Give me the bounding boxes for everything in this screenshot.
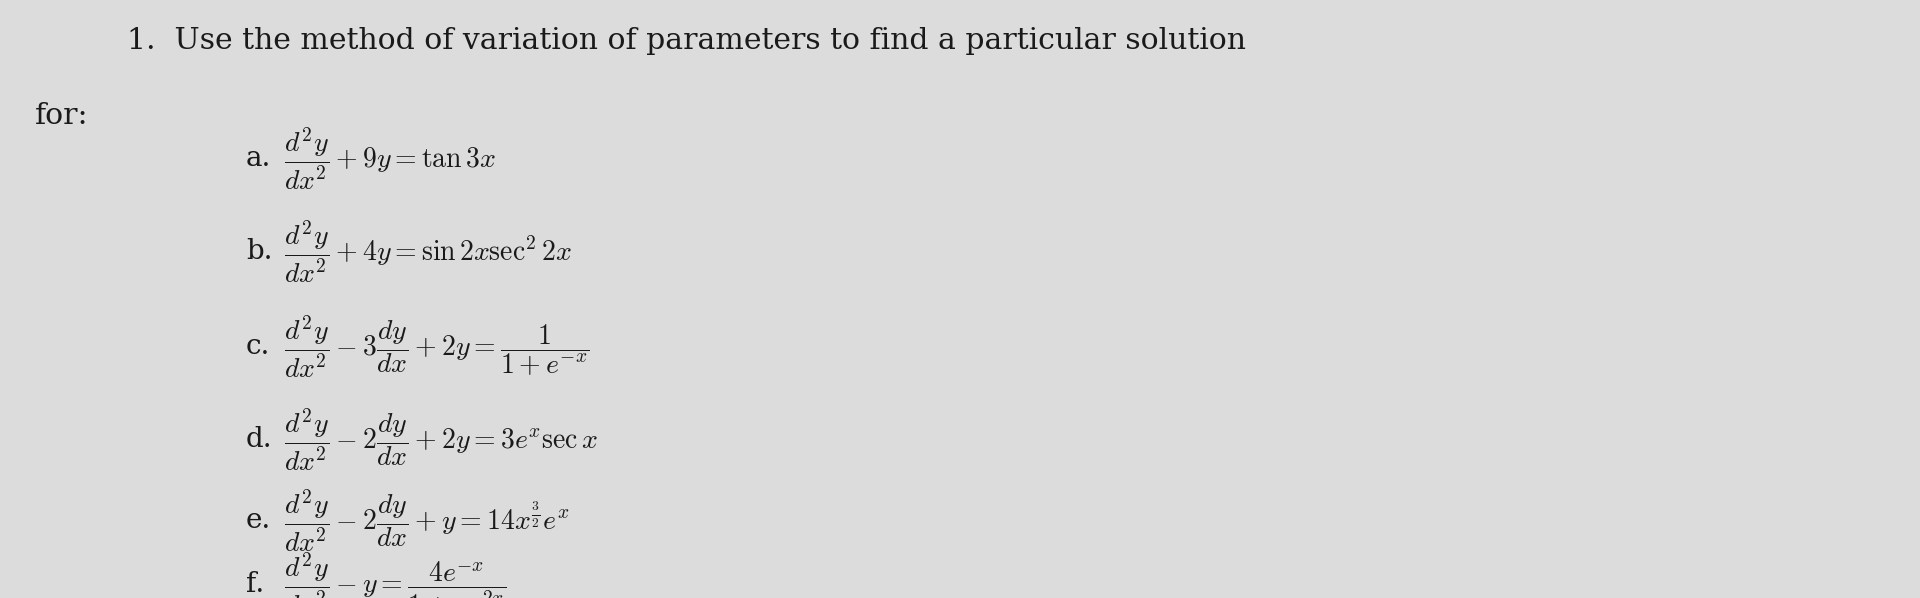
Text: $\dfrac{d^{2}y}{dx^{2}}-2\dfrac{dy}{dx}+y=14x^{\frac{3}{2}}e^{x}$: $\dfrac{d^{2}y}{dx^{2}}-2\dfrac{dy}{dx}+… xyxy=(284,487,570,554)
Text: d.: d. xyxy=(246,426,273,453)
Text: $\dfrac{d^{2}y}{dx^{2}}-2\dfrac{dy}{dx}+2y=3e^{x}\sec x$: $\dfrac{d^{2}y}{dx^{2}}-2\dfrac{dy}{dx}+… xyxy=(284,406,597,473)
Text: $\dfrac{d^{2}y}{dx^{2}}-y=\dfrac{4e^{-x}}{1+e^{-2x}}$: $\dfrac{d^{2}y}{dx^{2}}-y=\dfrac{4e^{-x}… xyxy=(284,551,507,598)
Text: e.: e. xyxy=(246,507,271,534)
Text: f.: f. xyxy=(246,571,265,598)
Text: $\dfrac{d^{2}y}{dx^{2}}+9y=\tan 3x$: $\dfrac{d^{2}y}{dx^{2}}+9y=\tan 3x$ xyxy=(284,125,495,192)
Text: c.: c. xyxy=(246,333,271,361)
Text: b.: b. xyxy=(246,237,273,265)
Text: $\dfrac{d^{2}y}{dx^{2}}-3\dfrac{dy}{dx}+2y=\dfrac{1}{1+e^{-x}}$: $\dfrac{d^{2}y}{dx^{2}}-3\dfrac{dy}{dx}+… xyxy=(284,313,589,380)
Text: 1.  Use the method of variation of parameters to find a particular solution: 1. Use the method of variation of parame… xyxy=(127,27,1246,55)
Text: a.: a. xyxy=(246,145,271,172)
Text: for:: for: xyxy=(35,102,88,130)
Text: $\dfrac{d^{2}y}{dx^{2}}+4y=\sin 2x\sec^{2}2x$: $\dfrac{d^{2}y}{dx^{2}}+4y=\sin 2x\sec^{… xyxy=(284,218,572,285)
